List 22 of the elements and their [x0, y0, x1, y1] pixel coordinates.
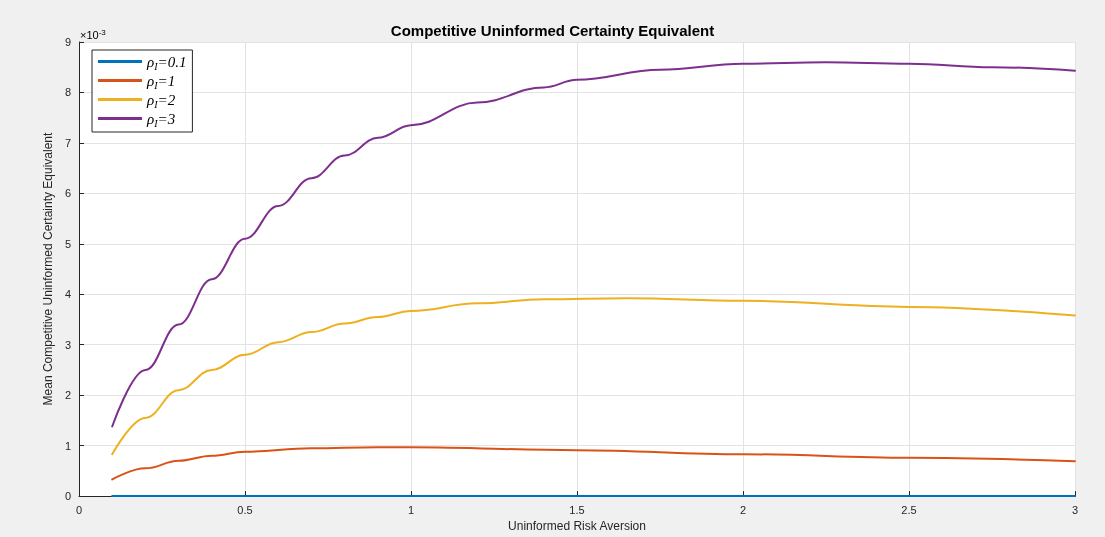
- y-tick-label: 2: [64, 389, 71, 402]
- x-tick-label: 1.5: [569, 503, 585, 516]
- y-tick-label: 7: [64, 136, 71, 149]
- y-tick-label: 9: [64, 36, 71, 48]
- y-tick-label: 5: [64, 237, 71, 250]
- y-tick-label: 1: [64, 439, 71, 452]
- x-tick-label: 0: [75, 503, 83, 516]
- x-axis-title: Uninformed Risk Aversion: [508, 519, 646, 533]
- y-axis-title: Mean Competitive Uninformed Certainty Equivalent: [40, 131, 55, 406]
- chart-title: Competitive Uninformed Certainty Equivalent: [390, 22, 715, 39]
- line-series: [111, 297, 1076, 456]
- line-series: [111, 446, 1076, 481]
- x-tick-label: 1: [407, 503, 415, 516]
- x-tick-label: 3: [1071, 503, 1079, 516]
- y-tick-label: 6: [64, 187, 71, 200]
- y-tick-label: 3: [64, 338, 71, 351]
- x-tick-label: 2.5: [901, 503, 917, 516]
- x-tick-label: 2: [739, 503, 747, 516]
- y-tick-label: 8: [64, 86, 71, 99]
- x-tick-label: 0.5: [237, 503, 253, 516]
- y-tick-label: 0: [64, 490, 71, 503]
- y-tick-label: 4: [64, 288, 71, 301]
